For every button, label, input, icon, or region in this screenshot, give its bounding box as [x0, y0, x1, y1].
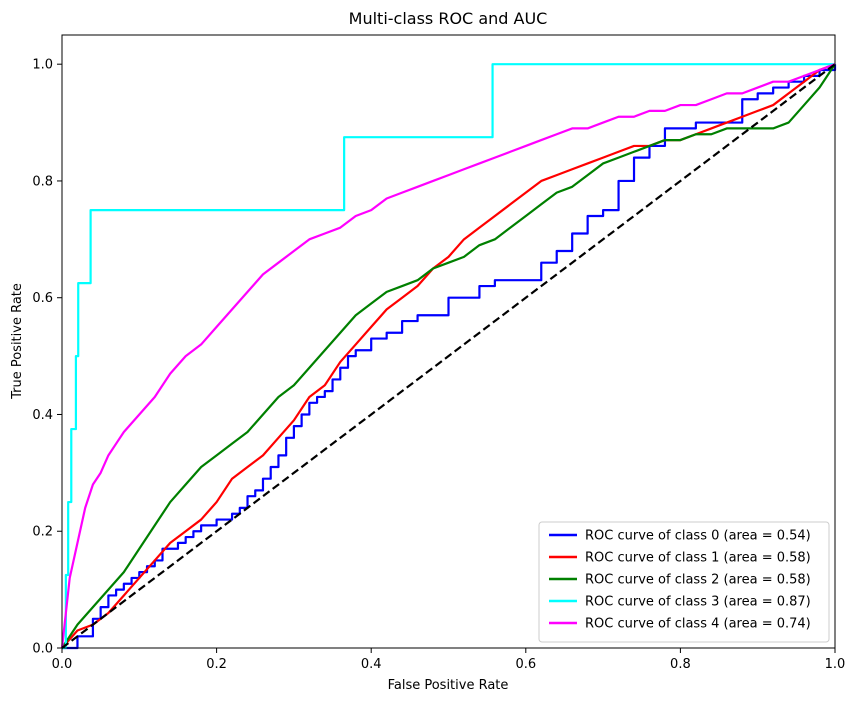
legend-label: ROC curve of class 4 (area = 0.74): [585, 617, 811, 632]
y-tick-label: 0.8: [32, 174, 53, 189]
y-tick-label: 1.0: [32, 58, 53, 73]
legend-label: ROC curve of class 3 (area = 0.87): [585, 595, 811, 610]
x-tick-label: 0.2: [206, 657, 227, 672]
y-tick-label: 0.4: [32, 408, 53, 423]
y-axis-ticks: 0.0 0.2 0.4 0.6 0.8 1.0: [32, 58, 62, 657]
y-tick-label: 0.2: [32, 525, 53, 540]
diagonal-reference-line: [61, 63, 836, 649]
x-axis-label: False Positive Rate: [388, 678, 509, 693]
x-tick-label: 1.0: [825, 657, 846, 672]
x-tick-label: 0.6: [515, 657, 536, 672]
legend-label: ROC curve of class 1 (area = 0.58): [585, 551, 811, 566]
series-lines: [60, 63, 837, 650]
y-axis-label: True Positive Rate: [10, 283, 25, 400]
series-line-class-0: [62, 64, 837, 650]
legend-box: [538, 521, 830, 643]
y-tick-label: 0.0: [32, 642, 53, 657]
series-line-class-3: [62, 63, 835, 650]
series-line-class-4: [60, 63, 836, 649]
x-tick-label: 0.8: [670, 657, 691, 672]
legend-label: ROC curve of class 0 (area = 0.54): [585, 529, 811, 544]
y-tick-label: 0.6: [32, 291, 53, 306]
x-tick-label: 0.4: [361, 657, 382, 672]
series-line-class-1: [61, 63, 836, 649]
legend: ROC curve of class 0 (area = 0.54) ROC cu…: [538, 521, 830, 643]
x-tick-label: 0.0: [52, 657, 73, 672]
x-axis-ticks: 0.0 0.2 0.4 0.6 0.8 1.0: [52, 648, 846, 672]
legend-label: ROC curve of class 2 (area = 0.58): [585, 573, 811, 588]
series-line-class-2: [61, 63, 836, 649]
plot-frame: [61, 34, 836, 649]
chart-title: Multi-class ROC and AUC: [349, 9, 548, 28]
